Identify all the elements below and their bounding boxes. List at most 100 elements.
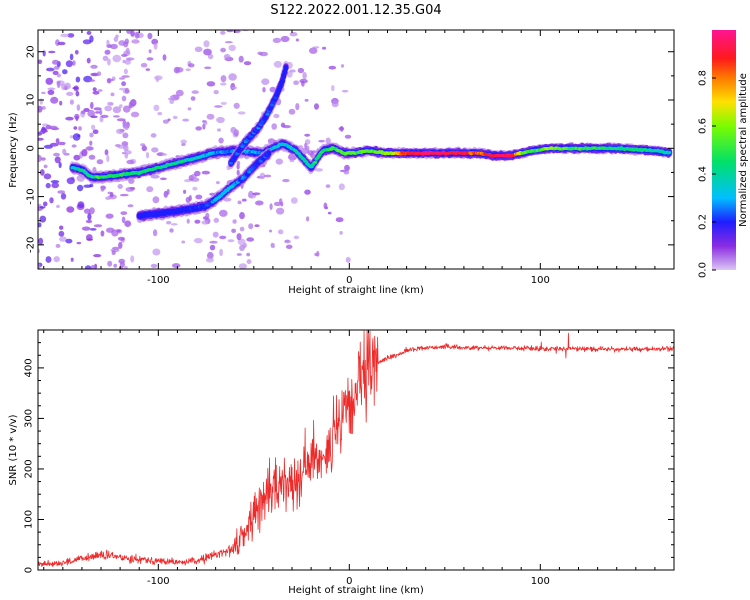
noise-blob <box>38 203 42 207</box>
noise-blob <box>150 133 157 138</box>
colorbar-tick-label: 0.4 <box>698 166 709 182</box>
noise-blob <box>50 180 60 184</box>
noise-blob <box>73 126 78 130</box>
noise-blob <box>341 89 349 93</box>
noise-blob <box>172 115 178 120</box>
noise-blob <box>107 58 111 66</box>
track-core <box>279 81 284 85</box>
noise-blob <box>223 197 232 202</box>
y-tick-label: 100 <box>24 510 35 529</box>
noise-blob <box>188 195 192 202</box>
noise-blob <box>278 229 284 235</box>
colorbar-tick-label: 0.8 <box>698 70 709 86</box>
noise-blob <box>107 101 114 106</box>
noise-blob <box>39 98 43 105</box>
noise-blob <box>305 216 310 222</box>
noise-blob <box>316 250 320 257</box>
noise-blob <box>89 35 94 43</box>
noise-blob <box>86 57 91 64</box>
noise-blob <box>81 226 91 231</box>
noise-blob <box>236 169 240 176</box>
y-tick-label: 0 <box>26 145 37 151</box>
noise-blob <box>252 192 261 196</box>
noise-blob <box>76 104 81 111</box>
noise-blob <box>73 154 81 161</box>
track-core <box>228 161 233 165</box>
noise-blob <box>58 161 62 169</box>
noise-blob <box>150 174 160 179</box>
noise-blob <box>58 230 65 237</box>
noise-blob <box>243 61 252 66</box>
noise-blob <box>275 158 283 165</box>
noise-blob <box>148 49 152 54</box>
noise-blob <box>86 30 92 35</box>
noise-blob <box>187 107 192 111</box>
noise-blob <box>141 145 147 152</box>
noise-blob <box>66 206 75 213</box>
noise-blob <box>39 206 46 209</box>
noise-blob <box>76 184 84 192</box>
y-tick-label: 10 <box>26 94 37 107</box>
noise-blob <box>56 73 62 78</box>
noise-blob <box>55 138 60 144</box>
noise-blob <box>192 186 198 191</box>
noise-blob <box>119 261 125 268</box>
noise-blob <box>43 164 48 169</box>
noise-blob <box>123 150 132 155</box>
noise-blob <box>122 132 129 139</box>
noise-blob <box>85 219 93 224</box>
noise-blob <box>335 217 344 223</box>
noise-blob <box>327 211 332 215</box>
track-core <box>313 160 318 164</box>
noise-blob <box>129 187 136 190</box>
noise-blob <box>93 254 102 258</box>
noise-blob <box>205 212 210 220</box>
noise-blob <box>81 110 86 115</box>
noise-blob <box>276 207 285 215</box>
noise-blob <box>113 263 117 268</box>
noise-blob <box>202 123 206 130</box>
noise-blob <box>88 79 96 82</box>
noise-blob <box>118 241 123 249</box>
noise-blob <box>195 194 203 200</box>
noise-blob <box>117 184 123 189</box>
noise-blob <box>71 144 77 148</box>
noise-blob <box>39 130 48 133</box>
noise-blob <box>113 36 119 42</box>
noise-blob <box>145 68 150 71</box>
noise-blob <box>186 218 190 224</box>
noise-blob <box>100 230 105 237</box>
noise-blob <box>121 216 126 224</box>
track-core <box>282 69 287 74</box>
noise-blob <box>285 244 293 249</box>
noise-blob <box>56 204 60 209</box>
noise-blob <box>180 139 187 145</box>
noise-blob <box>228 73 237 81</box>
noise-blob <box>83 208 91 214</box>
track-core <box>259 121 264 125</box>
noise-blob <box>188 63 195 68</box>
noise-blob <box>48 50 56 54</box>
noise-blob <box>170 223 178 226</box>
noise-blob <box>297 67 305 74</box>
noise-blob <box>237 200 242 205</box>
noise-blob <box>272 37 282 44</box>
y-tick-label: -10 <box>26 188 37 204</box>
noise-blob <box>304 142 308 148</box>
noise-blob <box>89 228 97 231</box>
noise-blob <box>220 47 227 53</box>
noise-blob <box>97 89 103 92</box>
noise-blob <box>83 108 90 112</box>
noise-blob <box>269 229 272 233</box>
noise-blob <box>38 131 43 136</box>
noise-blob <box>90 115 98 119</box>
noise-blob <box>325 137 331 145</box>
noise-blob <box>295 103 300 111</box>
noise-blob <box>126 57 135 61</box>
noise-blob <box>55 243 61 248</box>
y-tick-label: 20 <box>26 45 37 58</box>
noise-blob <box>339 231 343 235</box>
noise-blob <box>112 106 122 114</box>
noise-blob <box>52 59 59 65</box>
noise-blob <box>209 240 218 244</box>
